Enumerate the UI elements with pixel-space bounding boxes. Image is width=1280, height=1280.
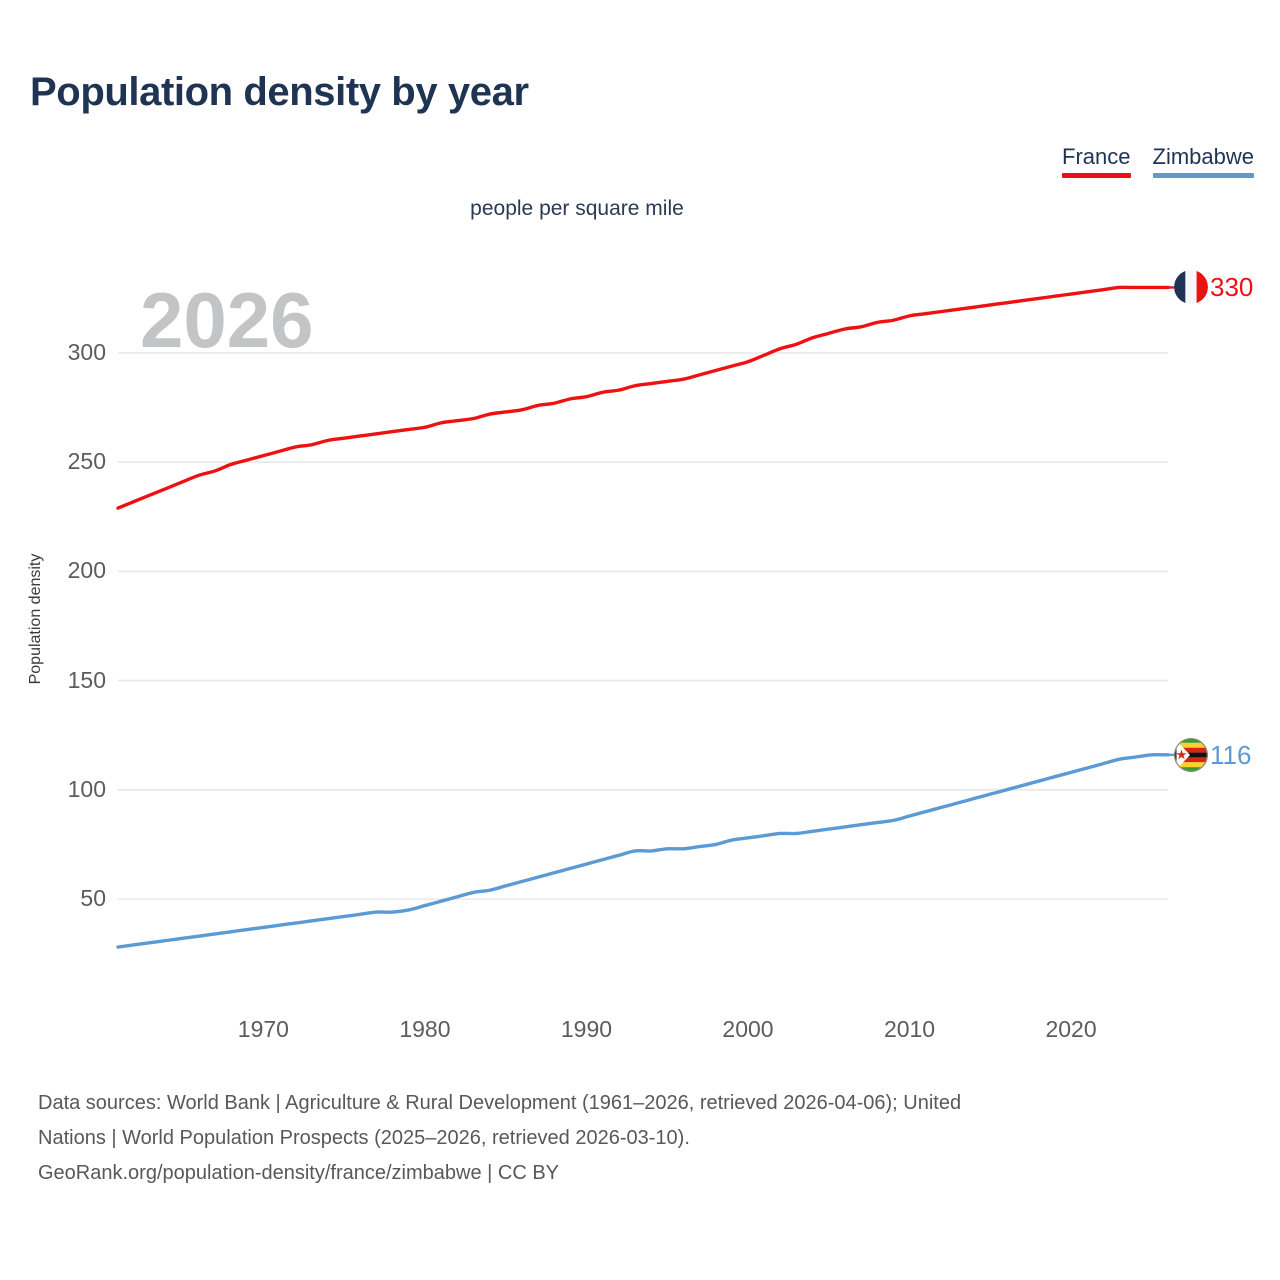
y-axis-tick-label: 50 [80, 885, 106, 911]
zimbabwe-flag-icon [1174, 737, 1208, 772]
chart-subtitle: people per square mile [470, 197, 684, 220]
footer-line-3[interactable]: GeoRank.org/population-density/france/zi… [38, 1162, 560, 1184]
gridlines [118, 352, 1168, 900]
legend-item-zimbabwe[interactable]: Zimbabwe [1152, 144, 1254, 178]
x-axis-tick-label: 1980 [399, 1016, 451, 1042]
x-axis-tick-label: 2010 [883, 1016, 936, 1042]
x-axis-tick-label: 2000 [722, 1016, 774, 1042]
y-axis-tick-label: 150 [67, 666, 106, 693]
x-axis-tick-label: 1970 [237, 1016, 289, 1042]
legend-label-zimbabwe: Zimbabwe [1152, 144, 1254, 169]
legend-item-france[interactable]: France [1062, 144, 1131, 178]
footer-line-2: Nations | World Population Prospects (20… [38, 1127, 690, 1149]
y-axis-tick-label: 100 [67, 775, 106, 802]
y-axis-tick-label: 250 [67, 448, 106, 475]
x-axis-tick-label: 2020 [1045, 1016, 1097, 1042]
page-title: Population density by year [30, 70, 529, 114]
france-flag-icon [1174, 270, 1208, 305]
y-axis-tick-label: 300 [67, 339, 106, 365]
legend-color-swatch-france [1062, 173, 1131, 178]
chart-legend: France Zimbabwe [1062, 144, 1254, 178]
end-value-france: 330 [1210, 272, 1254, 303]
series-line-zimbabwe [116, 752, 1170, 949]
series-line-france [116, 285, 1170, 510]
legend-label-france: France [1062, 144, 1131, 169]
end-label-france: 330 [1174, 270, 1254, 305]
y-axis-tick-label: 200 [67, 557, 106, 584]
watermark-year: 2026 [140, 276, 314, 364]
legend-color-swatch-zimbabwe [1152, 173, 1254, 178]
end-label-zimbabwe: 116 [1174, 737, 1252, 772]
end-value-zimbabwe: 116 [1210, 739, 1252, 770]
footer-line-1: Data sources: World Bank | Agriculture &… [38, 1092, 962, 1114]
series-lines [116, 285, 1182, 949]
x-axis-tick-label: 1990 [560, 1016, 613, 1042]
footer-credits: Data sources: World Bank | Agriculture &… [38, 1086, 1262, 1191]
